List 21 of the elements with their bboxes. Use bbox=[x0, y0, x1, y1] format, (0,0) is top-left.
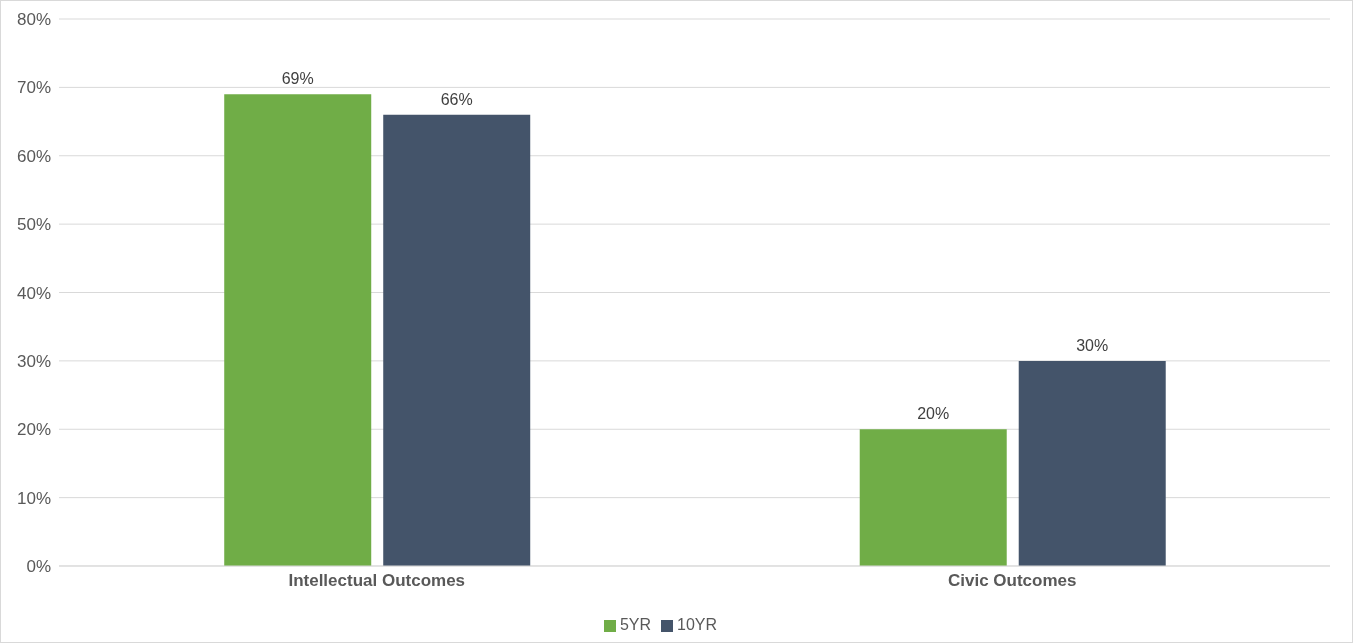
y-tick-label: 10% bbox=[16, 488, 51, 508]
bar bbox=[383, 114, 531, 566]
y-tick-label: 70% bbox=[16, 78, 51, 98]
y-tick-label: 0% bbox=[26, 557, 51, 577]
y-tick-label: 60% bbox=[16, 146, 51, 166]
bar bbox=[859, 429, 1007, 566]
y-tick-label: 20% bbox=[16, 420, 51, 440]
legend-label: 10YR bbox=[677, 616, 718, 633]
bar bbox=[224, 94, 372, 566]
y-tick-label: 50% bbox=[16, 215, 51, 235]
y-tick-label: 80% bbox=[16, 10, 51, 30]
data-label: 66% bbox=[440, 90, 473, 108]
legend-label: 5YR bbox=[619, 616, 652, 633]
data-label: 69% bbox=[281, 70, 314, 88]
y-tick-label: 40% bbox=[16, 283, 51, 303]
x-tick-label: Intellectual Outcomes bbox=[288, 571, 466, 591]
data-label: 20% bbox=[917, 405, 950, 423]
y-tick-label: 30% bbox=[16, 351, 51, 371]
x-tick-label: Civic Outcomes bbox=[948, 571, 1077, 591]
bar bbox=[1018, 360, 1166, 566]
data-label: 30% bbox=[1076, 336, 1109, 354]
